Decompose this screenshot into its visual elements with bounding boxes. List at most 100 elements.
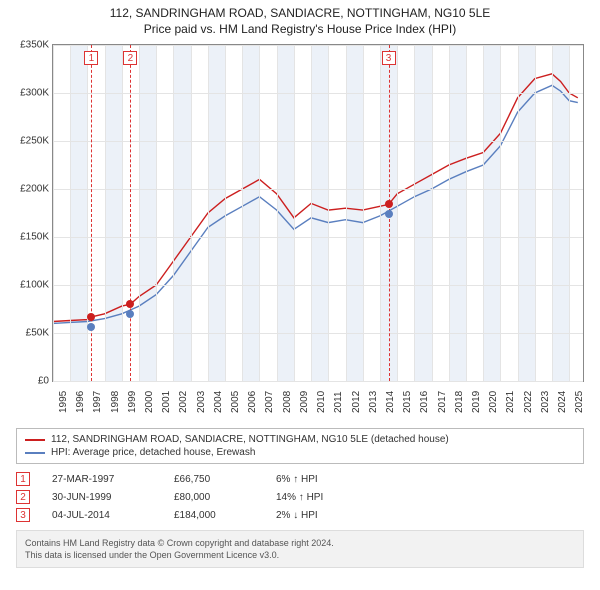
attribution-footer: Contains HM Land Registry data © Crown c… (16, 530, 584, 568)
gridline-h (53, 237, 583, 238)
gridline-h (53, 333, 583, 334)
gridline-h (53, 141, 583, 142)
event-badge: 3 (16, 508, 30, 522)
xtick-label: 2005 (228, 391, 241, 413)
gridline-v (397, 45, 398, 381)
gridline-v (139, 45, 140, 381)
xtick-label: 2025 (572, 391, 585, 413)
xtick-label: 2024 (555, 391, 568, 413)
event-delta: 2% ↓ HPI (276, 510, 386, 521)
event-date: 27-MAR-1997 (52, 474, 152, 485)
event-badge-marker: 2 (123, 51, 137, 65)
ytick-label: £100K (20, 280, 53, 291)
gridline-v (535, 45, 536, 381)
event-badge-marker: 3 (382, 51, 396, 65)
ytick-label: £150K (20, 232, 53, 243)
ytick-label: £300K (20, 88, 53, 99)
footer-line: This data is licensed under the Open Gov… (25, 549, 575, 561)
xtick-label: 2014 (383, 391, 396, 413)
xtick-label: 2007 (262, 391, 275, 413)
gridline-h (53, 93, 583, 94)
gridline-h (53, 285, 583, 286)
legend-row-hpi: HPI: Average price, detached house, Erew… (25, 446, 575, 459)
gridline-v (552, 45, 553, 381)
ytick-label: £200K (20, 184, 53, 195)
event-delta: 14% ↑ HPI (276, 492, 386, 503)
event-marker-blue (87, 323, 95, 331)
legend-label-price-paid: 112, SANDRINGHAM ROAD, SANDIACRE, NOTTIN… (51, 434, 449, 445)
gridline-v (53, 45, 54, 381)
gridline-h (53, 381, 583, 382)
gridline-v (208, 45, 209, 381)
xtick-label: 2009 (297, 391, 310, 413)
event-row: 2 30-JUN-1999 £80,000 14% ↑ HPI (16, 488, 584, 506)
events-table: 1 27-MAR-1997 £66,750 6% ↑ HPI 2 30-JUN-… (16, 470, 584, 524)
legend-swatch-blue (25, 452, 45, 454)
gridline-v (518, 45, 519, 381)
event-marker-red (126, 300, 134, 308)
xtick-label: 2015 (400, 391, 413, 413)
title-subtitle: Price paid vs. HM Land Registry's House … (10, 22, 590, 36)
event-price: £80,000 (174, 492, 254, 503)
gridline-v (70, 45, 71, 381)
xtick-label: 1999 (125, 391, 138, 413)
xtick-label: 2002 (176, 391, 189, 413)
event-date: 04-JUL-2014 (52, 510, 152, 521)
event-date: 30-JUN-1999 (52, 492, 152, 503)
event-marker-blue (385, 210, 393, 218)
gridline-v (294, 45, 295, 381)
gridline-v (569, 45, 570, 381)
event-price: £66,750 (174, 474, 254, 485)
legend-label-hpi: HPI: Average price, detached house, Erew… (51, 447, 255, 458)
gridline-v (277, 45, 278, 381)
gridline-v (173, 45, 174, 381)
xtick-label: 1995 (56, 391, 69, 413)
plot-region: £0£50K£100K£150K£200K£250K£300K£350K1995… (52, 44, 584, 382)
event-delta: 6% ↑ HPI (276, 474, 386, 485)
gridline-v (380, 45, 381, 381)
xtick-label: 2020 (486, 391, 499, 413)
xtick-label: 2013 (366, 391, 379, 413)
xtick-label: 2022 (521, 391, 534, 413)
gridline-v (225, 45, 226, 381)
xtick-label: 2010 (314, 391, 327, 413)
legend-swatch-red (25, 439, 45, 441)
xtick-label: 2006 (245, 391, 258, 413)
event-marker-blue (126, 310, 134, 318)
xtick-label: 2016 (417, 391, 430, 413)
xtick-label: 2012 (349, 391, 362, 413)
gridline-v (500, 45, 501, 381)
ytick-label: £250K (20, 136, 53, 147)
gridline-v (328, 45, 329, 381)
legend: 112, SANDRINGHAM ROAD, SANDIACRE, NOTTIN… (16, 428, 584, 464)
ytick-label: £50K (26, 328, 53, 339)
gridline-v (449, 45, 450, 381)
gridline-v (363, 45, 364, 381)
ytick-label: £0 (38, 376, 53, 387)
xtick-label: 2001 (159, 391, 172, 413)
xtick-label: 2017 (435, 391, 448, 413)
xtick-label: 2011 (331, 391, 344, 413)
gridline-v (259, 45, 260, 381)
series-svg (53, 45, 583, 381)
event-price: £184,000 (174, 510, 254, 521)
event-row: 1 27-MAR-1997 £66,750 6% ↑ HPI (16, 470, 584, 488)
xtick-label: 2003 (194, 391, 207, 413)
event-line (130, 45, 131, 381)
xtick-label: 1997 (90, 391, 103, 413)
xtick-label: 2021 (503, 391, 516, 413)
gridline-v (346, 45, 347, 381)
legend-row-price-paid: 112, SANDRINGHAM ROAD, SANDIACRE, NOTTIN… (25, 433, 575, 446)
gridline-h (53, 189, 583, 190)
xtick-label: 1998 (108, 391, 121, 413)
ytick-label: £350K (20, 40, 53, 51)
xtick-label: 2023 (538, 391, 551, 413)
gridline-v (122, 45, 123, 381)
page: 112, SANDRINGHAM ROAD, SANDIACRE, NOTTIN… (0, 0, 600, 568)
event-badge: 1 (16, 472, 30, 486)
event-row: 3 04-JUL-2014 £184,000 2% ↓ HPI (16, 506, 584, 524)
gridline-v (87, 45, 88, 381)
gridline-v (483, 45, 484, 381)
gridline-v (414, 45, 415, 381)
gridline-v (311, 45, 312, 381)
